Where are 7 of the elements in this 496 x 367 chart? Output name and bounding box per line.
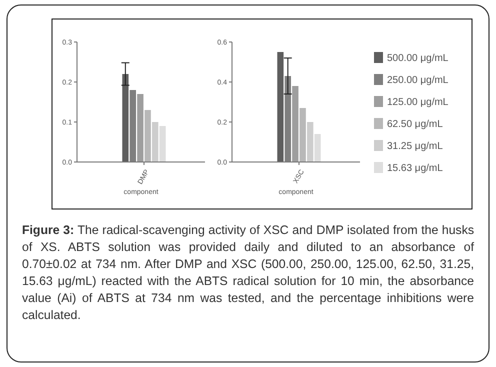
legend-label: 62.50 μg/mL: [387, 119, 444, 130]
caption: Figure 3: The radical-scavenging activity of XSC and DMP isolated from the husks of XS. ABTS solution was provided daily and diluted to an absorbance of 0.70±0.02 at 734 nm. After DMP and XSC (500.00, 250.00, 125.00, 62.50, 31.25, 15.63 μg/mL) reacted with the ABTS radical solution for 10 min, the absorbance value (Ai) of ABTS at 734 nm was tested, and the percentage inhibitions were calculated.: [22, 222, 474, 324]
legend-label: 500.00 μg/mL: [387, 53, 449, 64]
legend-label: 250.00 μg/mL: [387, 75, 449, 86]
legend-label: 125.00 μg/mL: [387, 97, 449, 108]
legend-label: 31.25 μg/mL: [387, 141, 444, 152]
legend-label: 15.63 μg/mL: [387, 163, 444, 174]
